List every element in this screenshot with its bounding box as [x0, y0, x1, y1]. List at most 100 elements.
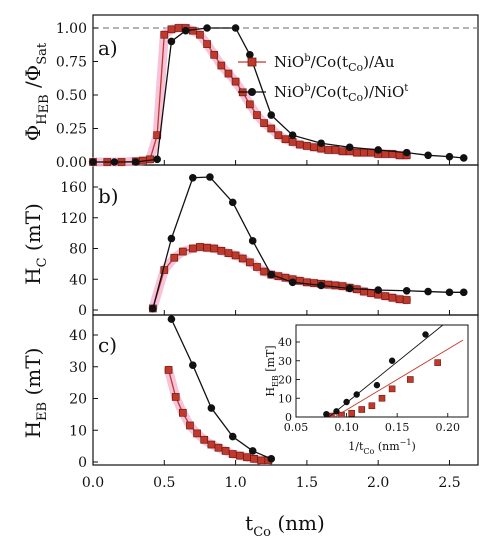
data-point-circle — [345, 284, 354, 293]
data-point-square — [224, 249, 233, 257]
data-point-circle — [228, 198, 237, 207]
data-point-circle — [402, 286, 411, 295]
data-point-square — [395, 151, 404, 160]
y-tick-label: 0.00 — [56, 155, 87, 171]
data-point-square — [236, 451, 244, 460]
data-point-circle — [131, 158, 140, 166]
data-point-square — [193, 429, 201, 438]
data-point-square — [246, 258, 254, 267]
data-point-square — [250, 454, 258, 463]
inset-point-circle — [343, 398, 350, 406]
data-point-square — [260, 119, 268, 127]
data-point-circle — [317, 139, 325, 148]
data-point-square — [274, 131, 283, 140]
data-point-square — [210, 50, 219, 59]
data-point-square — [171, 393, 180, 401]
inset-y-tick-label: 40 — [278, 336, 292, 349]
data-point-square — [367, 148, 375, 157]
svg-text:HEB [mT]: HEB [mT] — [264, 345, 280, 396]
data-point-circle — [203, 24, 211, 32]
x-tick-label: 2.5 — [438, 475, 460, 491]
data-point-circle — [374, 286, 382, 294]
panel-c-label: c) — [98, 333, 117, 357]
inset-y-tick-label: 30 — [278, 355, 292, 368]
data-point-circle — [424, 151, 432, 160]
inset-point-square — [348, 409, 355, 417]
y-tick-label: 1.00 — [56, 21, 87, 37]
data-point-square — [196, 243, 204, 251]
data-point-circle — [207, 404, 216, 412]
y-tick-label: 30 — [69, 360, 87, 376]
inset-y-tick-label: 0 — [285, 411, 292, 424]
inset-x-tick-label: 0.15 — [385, 421, 410, 434]
inset-point-circle — [353, 391, 360, 398]
data-point-square — [224, 69, 233, 78]
x-tick-label: 1.0 — [224, 475, 246, 491]
inset-ylabel: HEB [mT] — [264, 345, 280, 396]
data-point-circle — [153, 155, 161, 164]
data-point-circle — [167, 37, 176, 46]
data-point-circle — [248, 237, 257, 245]
data-point-square — [257, 456, 266, 465]
data-point-square — [246, 100, 254, 109]
inset-point-circle — [422, 331, 429, 338]
data-point-square — [170, 253, 179, 262]
data-point-circle — [345, 143, 354, 152]
data-point-square — [167, 25, 176, 34]
data-point-circle — [445, 288, 454, 297]
data-point-square — [221, 447, 230, 455]
y-tick-label: 0 — [78, 455, 87, 471]
data-point-circle — [110, 158, 119, 166]
inset-point-circle — [388, 357, 396, 364]
panel-c-frame — [92, 314, 479, 466]
legend-au-sup: b — [304, 53, 310, 64]
data-point-circle — [288, 131, 297, 139]
data-point-square — [381, 150, 390, 158]
data-point-circle — [228, 432, 237, 441]
data-point-square — [228, 450, 237, 458]
data-point-square — [338, 147, 347, 156]
y-tick-label: 120 — [60, 211, 87, 227]
data-point-square — [238, 254, 247, 263]
data-point-circle — [267, 270, 276, 279]
y-tick-label: 10 — [69, 423, 87, 439]
inset-fit-line — [328, 325, 443, 417]
data-point-square — [253, 111, 261, 119]
data-point-square — [324, 146, 333, 154]
data-point-square — [288, 138, 297, 146]
data-point-square — [186, 421, 194, 430]
data-point-square — [331, 146, 340, 154]
data-point-square — [388, 293, 397, 302]
data-point-square — [200, 435, 209, 444]
inset-x-tick-label: 0.10 — [334, 421, 359, 434]
inset-point-circle — [323, 410, 330, 417]
data-point-circle — [206, 173, 214, 181]
panel-b-plot: 0 40 80 120 160 — [60, 173, 468, 319]
inset-xlabel: 1/tCo (nm−1) — [348, 438, 415, 456]
data-point-square — [164, 366, 173, 374]
data-point-square — [295, 140, 304, 149]
data-point-square — [203, 40, 211, 48]
inset-point-square — [358, 406, 366, 413]
inset-frame — [295, 324, 469, 418]
svg-text:HC (mT): HC (mT) — [21, 203, 50, 285]
data-point-circle — [181, 26, 190, 35]
data-point-square — [188, 244, 197, 253]
panel-c-plot: 0 10 20 30 40 0.0 0.5 1.0 1.5 2.0 2.5 — [69, 315, 461, 491]
inset-plot: 0.05 0.10 0.15 0.20 0 10 20 30 40 — [278, 325, 464, 434]
y-tick-label: 80 — [69, 242, 87, 258]
svg-text:ΦHEB /ΦSat: ΦHEB /ΦSat — [21, 42, 52, 141]
data-point-circle — [189, 361, 197, 369]
legend-au-main: NiO — [274, 53, 304, 71]
data-point-square — [160, 30, 169, 39]
data-point-circle — [167, 315, 176, 323]
legend-entry-niot: NiOb/Co(tCo)/NiOt — [238, 83, 408, 104]
data-point-square — [381, 292, 390, 301]
legend-niot-sup2: t — [404, 83, 408, 94]
data-point-square — [203, 243, 211, 252]
data-point-square — [267, 124, 276, 133]
y-tick-label: 0.25 — [56, 122, 87, 138]
inset-point-square — [434, 359, 441, 366]
data-point-circle — [267, 111, 276, 119]
x-tick-label: 0.0 — [82, 475, 104, 491]
